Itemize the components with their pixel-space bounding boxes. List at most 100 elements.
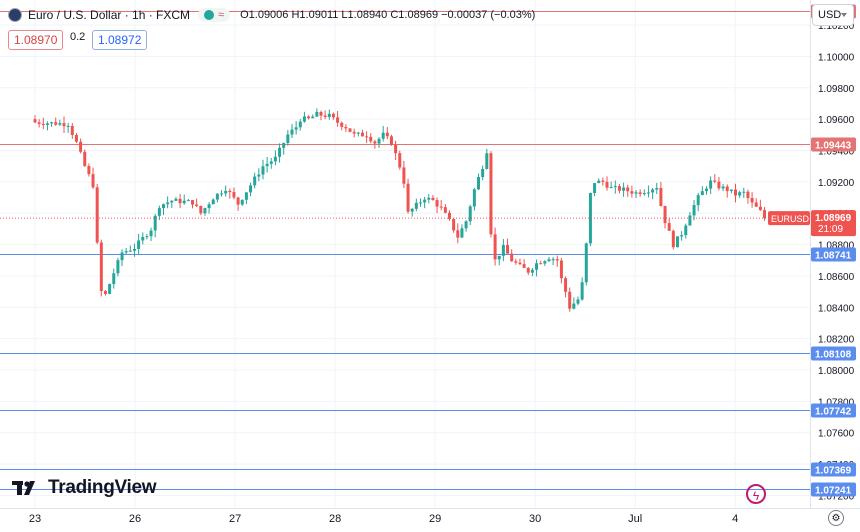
symbol-tag-text: EURUSD (771, 214, 810, 224)
price-tick-label: 1.08600 (818, 272, 855, 283)
candle-body (763, 210, 767, 219)
candle-body (50, 122, 54, 124)
candle (373, 139, 377, 149)
candle-body (696, 195, 700, 206)
candle (278, 143, 282, 163)
lightning-icon[interactable]: ϟ (746, 484, 766, 504)
candle-body (257, 174, 261, 177)
candle-body (439, 206, 443, 208)
candle (688, 211, 692, 226)
candle (174, 196, 178, 202)
candle (472, 187, 476, 211)
candle (464, 220, 468, 232)
candle-body (601, 180, 605, 182)
candle (128, 245, 132, 253)
candle (439, 200, 443, 211)
candle (684, 223, 688, 239)
tradingview-logo[interactable]: TradingView (12, 477, 157, 499)
candle (348, 128, 352, 133)
candle-body (477, 177, 481, 190)
candle-body (642, 193, 646, 195)
candle (725, 184, 729, 198)
candle (33, 115, 37, 124)
candle-body (307, 116, 311, 119)
candle (253, 172, 257, 189)
candle-body (340, 122, 344, 127)
candle (655, 182, 659, 195)
candle (609, 181, 613, 189)
candle (116, 257, 120, 277)
level-label-text: 1.07369 (815, 466, 852, 477)
candle-body (278, 147, 282, 157)
candle (642, 189, 646, 196)
candle-body (249, 185, 253, 193)
candle (646, 185, 650, 198)
candle-body (501, 245, 505, 256)
candle (518, 258, 522, 266)
candle (555, 255, 559, 267)
candle (244, 192, 248, 205)
candle (186, 198, 190, 202)
candle (323, 110, 327, 120)
candle-body (37, 122, 41, 124)
currency-selector[interactable]: USD (812, 4, 854, 26)
candle-body (514, 261, 518, 263)
symbol-title[interactable]: Euro / U.S. Dollar · 1h · FXCM (28, 8, 191, 22)
candle (468, 204, 472, 225)
price-tick-label: 1.08000 (818, 366, 855, 377)
candle-body (630, 191, 634, 194)
market-status[interactable]: ≈ (198, 8, 231, 22)
candle-body (680, 235, 684, 237)
price-tick-label: 1.08800 (818, 241, 855, 252)
candle-body (191, 200, 195, 205)
symbol-tag-box (768, 211, 810, 226)
candle (385, 127, 389, 140)
candle (402, 160, 406, 189)
candle-body (721, 186, 725, 189)
time-tick-label: 30 (529, 513, 541, 525)
settings-gear-icon[interactable]: ⚙ (828, 510, 844, 526)
candle-body (302, 116, 306, 122)
candle (418, 198, 422, 207)
candle (539, 260, 543, 265)
candle (568, 287, 572, 312)
time-tick-label: Jul (628, 513, 642, 525)
sell-price-button[interactable]: 1.08970 (8, 30, 64, 50)
candle (713, 174, 717, 184)
candle-body (535, 263, 539, 270)
candle (584, 242, 588, 286)
candle (83, 149, 87, 168)
candle-body (33, 119, 37, 123)
market-open-dot-icon (204, 10, 215, 20)
buy-price-button[interactable]: 1.08972 (92, 30, 148, 50)
candle-body (622, 187, 626, 191)
candle (734, 183, 738, 203)
candle (240, 199, 244, 206)
candle (352, 128, 356, 138)
candle-body (530, 269, 534, 273)
candle (431, 195, 435, 201)
candle-body (207, 204, 211, 209)
tradingview-logo-icon (12, 481, 35, 495)
candle (282, 142, 286, 155)
candle (290, 124, 294, 139)
candle-body (186, 200, 190, 202)
time-axis[interactable]: 23 26 27 28 29 30 Jul 4 (29, 513, 738, 525)
level-label-box (811, 482, 856, 497)
candle (87, 163, 91, 177)
candle (427, 194, 431, 204)
candle-body (54, 122, 58, 125)
candle (224, 185, 228, 197)
candle-body (331, 113, 335, 118)
price-tick-label: 1.10000 (818, 52, 855, 63)
candle (506, 238, 510, 254)
candle (95, 183, 99, 245)
time-tick-label: 26 (129, 513, 141, 525)
candle-body (663, 205, 667, 224)
level-label-box (811, 462, 856, 477)
candle-body (423, 199, 427, 203)
candle (369, 133, 373, 144)
candle (522, 259, 526, 268)
